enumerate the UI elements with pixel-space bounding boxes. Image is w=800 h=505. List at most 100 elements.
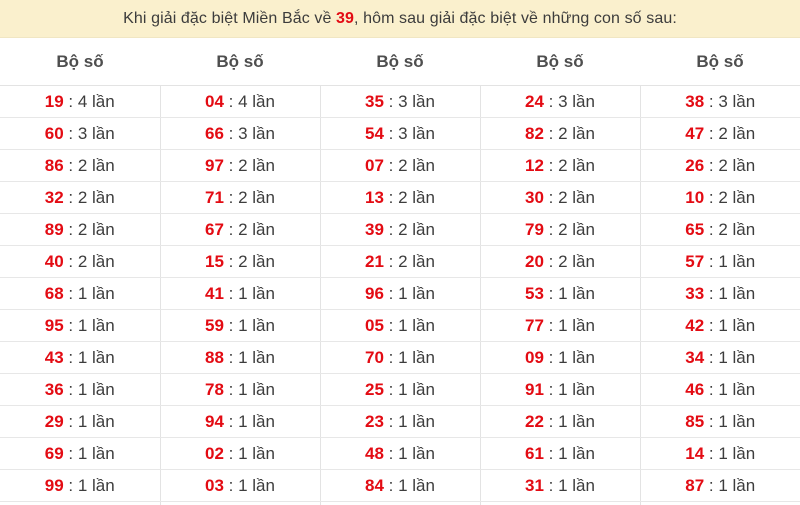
frequency-cell: 31 : 1 lần [479,469,640,502]
cell-count: : 1 lần [543,283,595,303]
cell-count: : 1 lần [383,475,435,495]
cell-count: : 1 lần [383,379,435,399]
cell-count: : 2 lần [223,251,275,271]
cell-count: : 2 lần [543,155,595,175]
cell-count: : 2 lần [223,187,275,207]
table-row: 99 : 1 lần 03 : 1 lần 84 : 1 lần 31 : 1 lần… [0,469,800,502]
cell-number: 67 [205,219,224,239]
frequency-cell: 79 : 2 lần [479,213,640,246]
cell-count: : 1 lần [63,379,115,399]
frequency-cell: 71 : 2 lần [159,181,320,214]
frequency-cell: 69 : 1 lần [0,437,160,470]
cell-number: 24 [525,91,544,111]
title-highlight-number: 39 [336,9,354,27]
cell-count: : 1 lần [704,379,756,399]
cell-number: 07 [365,155,384,175]
cell-number: 30 [525,187,544,207]
cell-count: : 1 lần [63,475,115,495]
cell-count: : 1 lần [704,443,756,463]
frequency-cell: 60 : 3 lần [0,117,160,150]
frequency-cell: 82 : 2 lần [479,117,640,150]
table-header-row: Bộ số Bộ số Bộ số Bộ số Bộ số [0,38,800,86]
cell-number: 65 [685,219,705,239]
cell-number: 41 [205,283,224,303]
cell-number: 46 [685,379,705,399]
frequency-cell: 03 : 1 lần [159,469,320,502]
cell-count: : 1 lần [223,315,275,335]
cell-number: 48 [365,443,384,463]
frequency-cell: 61 : 1 lần [479,437,640,470]
table-body: 19 : 4 lần 04 : 4 lần 35 : 3 lần 24 : 3 lần… [0,85,800,505]
cell-count: : 3 lần [704,91,756,111]
cell-count: : 2 lần [543,187,595,207]
table-row: 86 : 2 lần 97 : 2 lần 07 : 2 lần 12 : 2 lần… [0,149,800,182]
cell-count: : 4 lần [223,91,275,111]
cell-number: 54 [365,123,384,143]
cell-number: 88 [205,347,224,367]
cell-number: 53 [525,283,544,303]
cell-count: : 1 lần [704,411,756,431]
cell-count: : 1 lần [383,411,435,431]
cell-count: : 1 lần [543,443,595,463]
frequency-cell: 95 : 1 lần [0,309,160,342]
frequency-cell: 07 : 2 lần [319,149,480,182]
cell-number: 04 [205,91,224,111]
cell-count: : 2 lần [223,219,275,239]
cell-count: : 2 lần [704,187,756,207]
frequency-cell: 14 : 1 lần [639,437,800,470]
frequency-cell: 25 : 1 lần [319,373,480,406]
cell-number: 66 [205,123,224,143]
frequency-cell: 53 : 1 lần [479,277,640,310]
frequency-cell: 34 : 1 lần [639,341,800,374]
table-row: 95 : 1 lần 59 : 1 lần 05 : 1 lần 77 : 1 lần… [0,309,800,342]
frequency-cell: 96 : 1 lần [319,277,480,310]
frequency-cell: 12 : 2 lần [479,149,640,182]
frequency-cell: 10 : 2 lần [639,181,800,214]
cell-number: 33 [685,283,705,303]
frequency-cell: 24 : 3 lần [479,85,640,118]
table-row: 40 : 2 lần 15 : 2 lần 21 : 2 lần 20 : 2 lần… [0,245,800,278]
frequency-cell: 99 : 1 lần [0,469,160,502]
cell-count: : 1 lần [223,347,275,367]
cell-count: : 2 lần [543,123,595,143]
number-frequency-table: Bộ số Bộ số Bộ số Bộ số Bộ số 19 : 4 lần… [0,38,800,505]
cell-number: 39 [365,219,384,239]
cell-number: 94 [205,411,224,431]
frequency-cell: 67 : 2 lần [159,213,320,246]
cell-count: : 1 lần [383,443,435,463]
frequency-cell: 48 : 1 lần [319,437,480,470]
cell-number: 68 [44,283,64,303]
cell-count: : 1 lần [543,475,595,495]
cell-count: : 2 lần [63,251,115,271]
cell-count: : 1 lần [223,411,275,431]
cell-count: : 1 lần [543,411,595,431]
cell-count: : 1 lần [223,443,275,463]
cell-number: 09 [525,347,544,367]
cell-count: : 1 lần [383,347,435,367]
cell-count: : 1 lần [223,283,275,303]
table-row: 43 : 1 lần 88 : 1 lần 70 : 1 lần 09 : 1 lần… [0,341,800,374]
cell-count: : 4 lần [63,91,115,111]
frequency-cell: 29 : 1 lần [0,405,160,438]
frequency-cell: 13 : 2 lần [319,181,480,214]
cell-count: : 2 lần [223,155,275,175]
cell-count: : 3 lần [543,91,595,111]
cell-number: 22 [525,411,544,431]
cell-number: 69 [44,443,64,463]
cell-number: 78 [205,379,224,399]
cell-count: : 2 lần [383,219,435,239]
cell-number: 97 [205,155,224,175]
cell-count: : 2 lần [543,251,595,271]
cell-number: 60 [44,123,64,143]
cell-number: 23 [365,411,384,431]
table-row: 32 : 2 lần 71 : 2 lần 13 : 2 lần 30 : 2 lần… [0,181,800,214]
frequency-cell: 42 : 1 lần [639,309,800,342]
cell-number: 03 [205,475,224,495]
frequency-cell [639,501,800,505]
cell-count: : 1 lần [63,283,115,303]
frequency-cell: 21 : 2 lần [319,245,480,278]
cell-number: 70 [365,347,384,367]
cell-number: 43 [44,347,64,367]
cell-number: 84 [365,475,384,495]
